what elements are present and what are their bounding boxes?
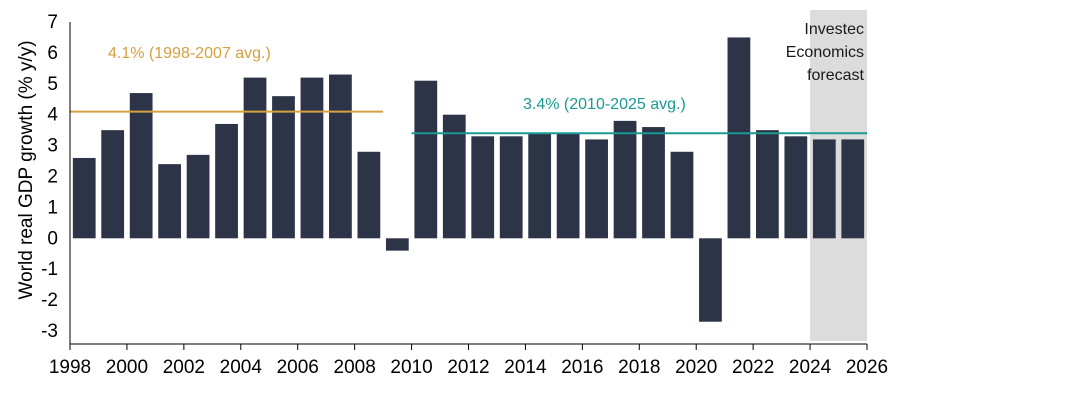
bar-2015 <box>556 133 580 239</box>
x-tick-label: 2026 <box>846 357 888 378</box>
y-tick-label: 3 <box>47 136 58 157</box>
bar-2016 <box>585 139 608 239</box>
bar-2023 <box>784 136 808 239</box>
x-tick-label: 2000 <box>106 357 148 378</box>
bar-2013 <box>499 136 523 239</box>
bar-2024 <box>812 139 836 239</box>
x-tick-label: 2024 <box>789 357 832 378</box>
bar-2025 <box>841 139 865 239</box>
y-tick-label: 5 <box>47 74 58 95</box>
x-tick-label: 2022 <box>732 357 774 378</box>
bar-2002 <box>186 154 210 239</box>
x-tick-label: 2018 <box>618 357 660 378</box>
y-axis-title: World real GDP growth (% y/y) <box>16 40 37 299</box>
x-tick-label: 2002 <box>163 357 205 378</box>
y-tick-label: 0 <box>47 228 58 249</box>
x-tick-label: 2012 <box>447 357 489 378</box>
bar-2007 <box>329 74 352 239</box>
bar-2001 <box>158 164 182 239</box>
bar-2010 <box>414 80 438 239</box>
bar-2009 <box>385 238 409 251</box>
forecast-label-line: Economics <box>786 44 864 61</box>
y-tick-label: 1 <box>47 197 58 218</box>
y-tick-label: 4 <box>47 105 58 126</box>
bar-2021 <box>727 37 751 239</box>
bar-2006 <box>300 77 324 239</box>
x-tick-label: 2004 <box>220 357 263 378</box>
x-tick-label: 2014 <box>504 357 547 378</box>
bar-2008 <box>357 151 381 239</box>
y-tick-label: -3 <box>41 321 58 342</box>
y-tick-label: -1 <box>41 259 58 280</box>
bar-1998 <box>72 157 96 239</box>
forecast-label-line: forecast <box>807 67 864 84</box>
x-tick-label: 2020 <box>675 357 717 378</box>
bar-2005 <box>272 96 295 239</box>
average-label-1: 3.4% (2010-2025 avg.) <box>523 96 686 113</box>
forecast-label-line: Investec <box>804 21 864 38</box>
bar-2019 <box>670 151 694 239</box>
bar-2014 <box>528 133 552 239</box>
bar-2004 <box>243 77 267 239</box>
y-tick-label: 7 <box>47 12 58 33</box>
bar-2012 <box>471 136 495 239</box>
x-tick-label: 2016 <box>561 357 603 378</box>
bar-2017 <box>613 120 637 239</box>
y-tick-label: -2 <box>41 290 58 311</box>
bar-2020 <box>699 238 722 322</box>
bar-2011 <box>442 114 466 239</box>
x-tick-label: 2010 <box>390 357 432 378</box>
bar-1999 <box>101 130 125 239</box>
x-tick-label: 2008 <box>334 357 376 378</box>
x-tick-label: 1998 <box>49 357 91 378</box>
bar-2018 <box>642 127 665 239</box>
y-tick-label: 2 <box>47 167 58 188</box>
x-tick-label: 2006 <box>277 357 319 378</box>
y-tick-label: 6 <box>47 43 58 64</box>
bar-2003 <box>215 123 238 239</box>
bar-2022 <box>755 130 779 239</box>
bar-2000 <box>129 93 153 239</box>
average-label-0: 4.1% (1998-2007 avg.) <box>108 45 271 62</box>
forecast-label: Investec Economics forecast <box>786 21 865 84</box>
